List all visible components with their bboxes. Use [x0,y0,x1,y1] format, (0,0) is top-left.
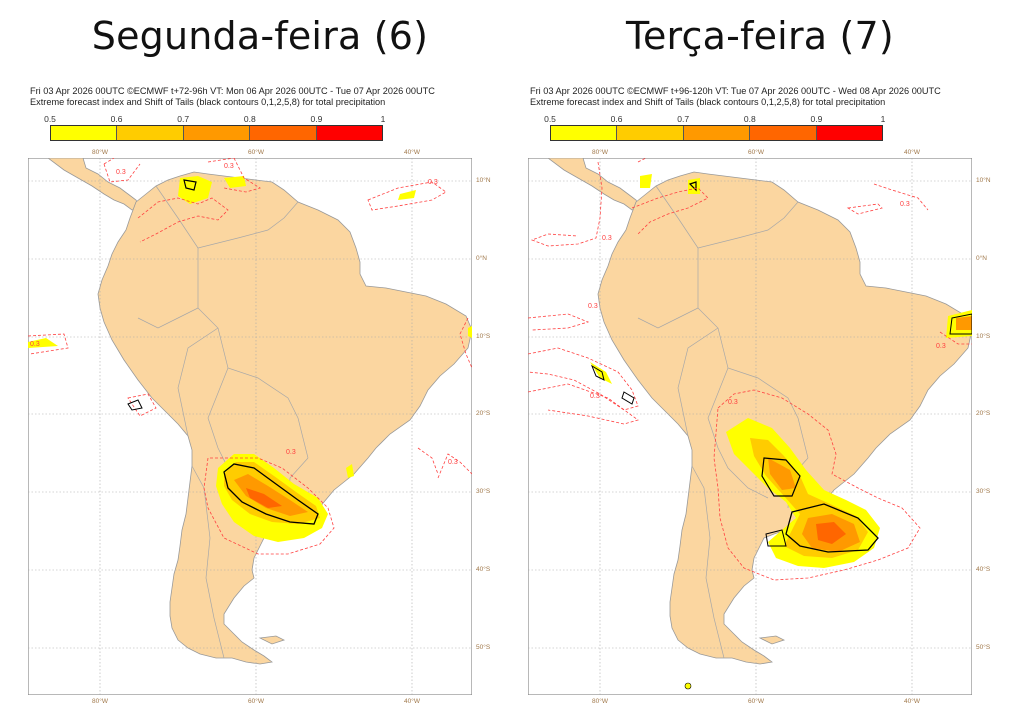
svg-text:0.3: 0.3 [590,393,600,400]
graticule [28,158,472,695]
efi-contour-0.3 [528,158,972,581]
lat-label: 10°S [476,333,491,340]
forecast-header: Fri 03 Apr 2026 00UTC ©ECMWF t+72-96h VT… [30,86,435,108]
lat-label: 10°N [976,177,991,184]
efi-shading [590,174,972,568]
colorbar-tick: 1 [880,114,886,124]
sot-contour [785,503,879,553]
lon-label: 80°W [592,149,608,156]
panel-title: Terça-feira (7) [626,14,894,58]
land-south-america [97,171,472,665]
country-borders [137,185,309,659]
lon-label: 40°W [404,698,420,705]
svg-text:0.3: 0.3 [602,235,612,242]
lon-label: 60°W [748,698,764,705]
svg-text:0.3: 0.3 [30,341,40,348]
lat-label: 30°S [476,488,491,495]
header-line-1: Fri 03 Apr 2026 00UTC ©ECMWF t+96-120h V… [530,86,941,96]
lat-label: 30°S [976,488,991,495]
colorbar-segment [750,126,817,140]
colorbar-ticks: 0.5 0.6 0.7 0.8 0.9 1 [44,114,386,124]
lat-label: 40°S [476,566,491,573]
panel-monday: Segunda-feira (6) Fri 03 Apr 2026 00UTC … [28,14,491,705]
colorbar-tick: 0.8 [743,114,756,124]
svg-text:0.3: 0.3 [448,459,458,466]
colorbar-tick: 0.6 [110,114,123,124]
svg-text:0.3: 0.3 [116,169,126,176]
colorbar-segment [51,126,118,140]
lon-label: 40°W [404,149,420,156]
sot-contour [223,463,319,525]
svg-text:0.3: 0.3 [588,303,598,310]
contour-labels: 0.3 0.3 0.3 0.3 0.3 0.3 [30,163,458,466]
lon-label: 60°W [748,149,764,156]
efi-map: 0.3 0.3 0.3 0.3 0.3 0.3 [28,158,472,695]
svg-text:0.3: 0.3 [428,179,438,186]
lat-label: 20°S [976,410,991,417]
colorbar-tick: 0.5 [44,114,56,124]
lon-label: 60°W [248,698,264,705]
lat-label: 0°N [976,255,987,262]
sot-contour [765,529,787,547]
header-line-1: Fri 03 Apr 2026 00UTC ©ECMWF t+72-96h VT… [30,86,435,96]
sot-contour [761,457,801,497]
land-falklands [758,635,786,645]
lon-label: 60°W [248,149,264,156]
colorbar-segment [683,126,751,140]
lon-label: 80°W [592,698,608,705]
efi-shading [28,176,472,542]
lat-label: 20°S [476,410,491,417]
header-line-2: Extreme forecast index and Shift of Tail… [30,97,386,107]
svg-text:0.3: 0.3 [224,163,234,170]
colorbar-segment [617,126,684,140]
colorbar-tick: 0.9 [310,114,323,124]
lat-label: 50°S [976,644,991,651]
contour-labels: 0.3 0.3 0.3 0.3 0.3 0.3 [588,201,946,406]
land-falklands [258,635,286,645]
svg-text:0.3: 0.3 [936,343,946,350]
colorbar-ticks: 0.5 0.6 0.7 0.8 0.9 1 [544,114,886,124]
lat-label: 10°N [476,177,491,184]
lat-label: 40°S [976,566,991,573]
colorbar-segment [250,126,317,140]
lat-label: 10°S [976,333,991,340]
land-south-america [597,171,972,665]
colorbar-tick: 1 [380,114,386,124]
panel-tuesday: Terça-feira (7) Fri 03 Apr 2026 00UTC ©E… [500,0,1012,720]
lon-label: 80°W [92,149,108,156]
colorbar-tick: 0.6 [610,114,623,124]
colorbar-tick: 0.5 [544,114,556,124]
lon-label: 80°W [92,698,108,705]
colorbar-tick: 0.9 [810,114,823,124]
svg-text:0.3: 0.3 [728,399,738,406]
colorbar-segment [316,126,383,140]
colorbar-segment [117,126,184,140]
svg-text:0.3: 0.3 [286,449,296,456]
lat-label: 0°N [476,255,487,262]
efi-map: 0.3 0.3 0.3 0.3 0.3 0.3 [528,158,972,695]
colorbar-tick: 0.7 [677,114,690,124]
sot-contour [127,399,143,411]
header-line-2: Extreme forecast index and Shift of Tail… [530,97,886,107]
graticule [528,158,972,695]
colorbar-tick: 0.8 [243,114,256,124]
forecast-header: Fri 03 Apr 2026 00UTC ©ECMWF t+96-120h V… [530,86,941,108]
colorbar-tick: 0.7 [177,114,190,124]
colorbar [50,125,383,141]
efi-contour-0.3 [28,158,472,555]
svg-text:0.3: 0.3 [900,201,910,208]
lon-label: 40°W [904,149,920,156]
colorbar-segment [551,126,618,140]
panel-title: Segunda-feira (6) [91,14,429,58]
lat-label: 50°S [476,644,491,651]
lon-label: 40°W [904,698,920,705]
colorbar [550,125,883,141]
colorbar-segment [183,126,251,140]
colorbar-segment [816,126,883,140]
